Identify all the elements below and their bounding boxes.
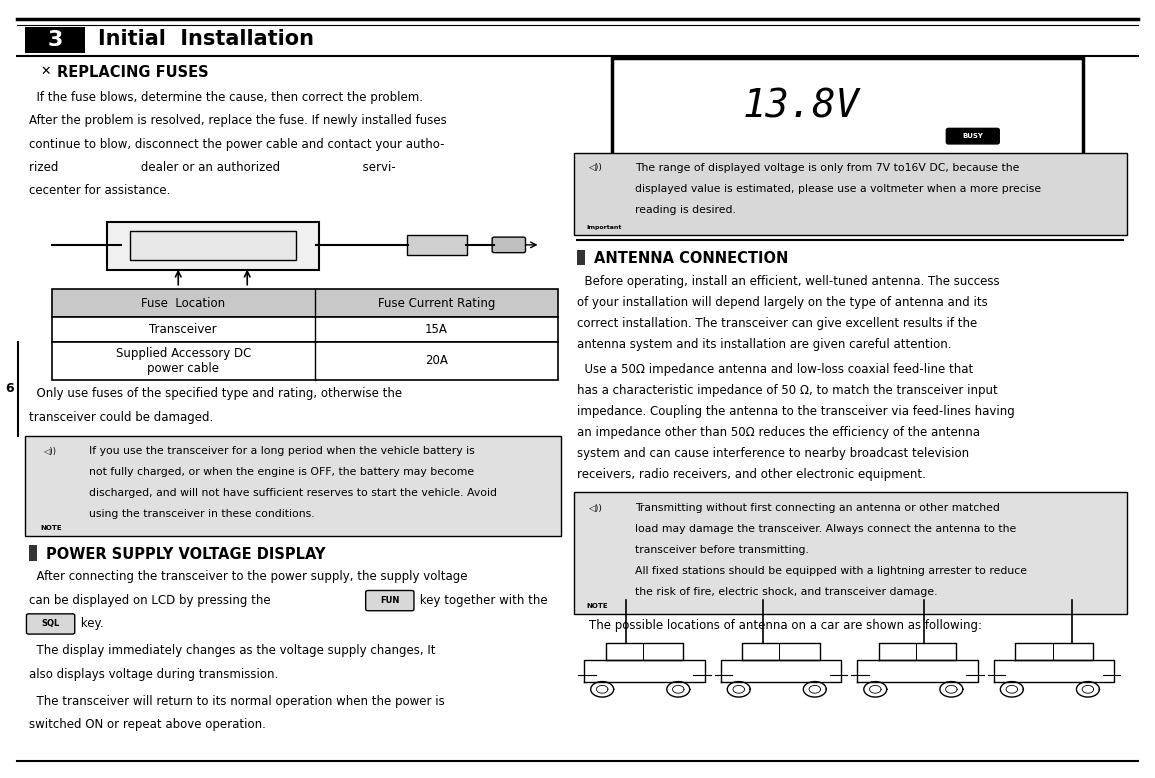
Text: Transceiver: Transceiver	[149, 323, 217, 336]
Text: The transceiver will return to its normal operation when the power is: The transceiver will return to its norma…	[29, 695, 445, 708]
Text: can be displayed on LCD by pressing the: can be displayed on LCD by pressing the	[29, 594, 274, 607]
Text: POWER SUPPLY VOLTAGE DISPLAY: POWER SUPPLY VOLTAGE DISPLAY	[46, 547, 326, 562]
Text: system and can cause interference to nearby broadcast television: system and can cause interference to nea…	[578, 447, 969, 460]
Text: NOTE: NOTE	[587, 603, 608, 609]
Text: antenna system and its installation are given careful attention.: antenna system and its installation are …	[578, 338, 952, 351]
Text: using the transceiver in these conditions.: using the transceiver in these condition…	[89, 509, 314, 519]
FancyBboxPatch shape	[25, 27, 85, 53]
Text: ◁)): ◁))	[43, 447, 55, 457]
Text: transceiver could be damaged.: transceiver could be damaged.	[29, 411, 213, 424]
FancyBboxPatch shape	[107, 222, 319, 270]
Text: switched ON or repeat above operation.: switched ON or repeat above operation.	[29, 718, 266, 731]
Text: ◁)): ◁))	[589, 504, 603, 513]
Text: also displays voltage during transmission.: also displays voltage during transmissio…	[29, 668, 278, 681]
FancyBboxPatch shape	[366, 591, 413, 611]
Text: Use a 50Ω impedance antenna and low-loss coaxial feed-line that: Use a 50Ω impedance antenna and low-loss…	[578, 363, 974, 376]
Text: an impedance other than 50Ω reduces the efficiency of the antenna: an impedance other than 50Ω reduces the …	[578, 426, 981, 439]
Text: reading is desired.: reading is desired.	[635, 205, 736, 216]
Text: 20A: 20A	[425, 355, 448, 367]
Text: 6: 6	[5, 383, 14, 395]
Text: discharged, and will not have sufficient reserves to start the vehicle. Avoid: discharged, and will not have sufficient…	[89, 488, 497, 498]
FancyBboxPatch shape	[27, 614, 75, 634]
Text: 3: 3	[47, 30, 62, 50]
Text: The range of displayed voltage is only from 7V to16V DC, because the: The range of displayed voltage is only f…	[635, 163, 1019, 173]
Text: Supplied Accessory DC
power cable: Supplied Accessory DC power cable	[116, 347, 251, 375]
Text: correct installation. The transceiver can give excellent results if the: correct installation. The transceiver ca…	[578, 317, 977, 330]
FancyBboxPatch shape	[25, 436, 561, 536]
FancyBboxPatch shape	[946, 128, 999, 144]
Text: impedance. Coupling the antenna to the transceiver via feed-lines having: impedance. Coupling the antenna to the t…	[578, 405, 1015, 418]
Text: Fuse Current Rating: Fuse Current Rating	[378, 296, 495, 310]
Text: Only use fuses of the specified type and rating, otherwise the: Only use fuses of the specified type and…	[29, 387, 402, 401]
Text: continue to blow, disconnect the power cable and contact your autho-: continue to blow, disconnect the power c…	[29, 138, 445, 151]
FancyBboxPatch shape	[578, 250, 586, 265]
FancyBboxPatch shape	[574, 153, 1127, 235]
Text: the risk of fire, electric shock, and transceiver damage.: the risk of fire, electric shock, and tr…	[635, 587, 937, 597]
FancyBboxPatch shape	[492, 237, 526, 253]
Text: SQL: SQL	[42, 619, 60, 629]
Text: key.: key.	[77, 617, 104, 630]
Text: load may damage the transceiver. Always connect the antenna to the: load may damage the transceiver. Always …	[635, 524, 1016, 534]
Text: of your installation will depend largely on the type of antenna and its: of your installation will depend largely…	[578, 296, 988, 309]
Text: After the problem is resolved, replace the fuse. If newly installed fuses: After the problem is resolved, replace t…	[29, 114, 447, 128]
FancyBboxPatch shape	[52, 289, 558, 317]
Text: transceiver before transmitting.: transceiver before transmitting.	[635, 545, 808, 555]
Text: Initial  Installation: Initial Installation	[98, 29, 314, 49]
Text: ◁)): ◁))	[589, 163, 603, 173]
Text: Before operating, install an efficient, well-tuned antenna. The success: Before operating, install an efficient, …	[578, 275, 1000, 288]
Text: The display immediately changes as the voltage supply changes, It: The display immediately changes as the v…	[29, 644, 435, 657]
Text: NOTE: NOTE	[40, 525, 62, 531]
Text: The possible locations of antenna on a car are shown as following:: The possible locations of antenna on a c…	[589, 619, 982, 633]
FancyBboxPatch shape	[131, 231, 296, 261]
Text: FUN: FUN	[380, 596, 400, 605]
Text: After connecting the transceiver to the power supply, the supply voltage: After connecting the transceiver to the …	[29, 570, 468, 584]
Text: Transmitting without first connecting an antenna or other matched: Transmitting without first connecting an…	[635, 503, 999, 513]
FancyBboxPatch shape	[29, 545, 37, 561]
Text: REPLACING FUSES: REPLACING FUSES	[58, 65, 209, 80]
Text: Fuse  Location: Fuse Location	[141, 296, 225, 310]
Text: All fixed stations should be equipped with a lightning arrester to reduce: All fixed stations should be equipped wi…	[635, 566, 1027, 576]
Text: If you use the transceiver for a long period when the vehicle battery is: If you use the transceiver for a long pe…	[89, 446, 475, 456]
Text: If the fuse blows, determine the cause, then correct the problem.: If the fuse blows, determine the cause, …	[29, 91, 423, 104]
FancyBboxPatch shape	[52, 317, 558, 342]
Text: cecenter for assistance.: cecenter for assistance.	[29, 184, 170, 198]
Text: rized                      dealer or an authorized                      servi-: rized dealer or an authorized servi-	[29, 161, 395, 174]
Text: Important: Important	[587, 226, 621, 230]
Text: ✕: ✕	[40, 65, 51, 79]
Text: BUSY: BUSY	[962, 133, 983, 139]
Text: has a characteristic impedance of 50 Ω, to match the transceiver input: has a characteristic impedance of 50 Ω, …	[578, 384, 998, 397]
FancyBboxPatch shape	[574, 492, 1127, 614]
Text: displayed value is estimated, please use a voltmeter when a more precise: displayed value is estimated, please use…	[635, 184, 1041, 194]
Text: key together with the: key together with the	[416, 594, 547, 607]
FancyBboxPatch shape	[612, 58, 1083, 156]
Text: ANTENNA CONNECTION: ANTENNA CONNECTION	[595, 251, 789, 266]
Text: receivers, radio receivers, and other electronic equipment.: receivers, radio receivers, and other el…	[578, 468, 926, 481]
Text: 13.8V: 13.8V	[743, 88, 860, 126]
FancyBboxPatch shape	[52, 342, 558, 380]
Text: 15A: 15A	[425, 323, 448, 336]
Text: not fully charged, or when the engine is OFF, the battery may become: not fully charged, or when the engine is…	[89, 467, 474, 477]
FancyBboxPatch shape	[407, 235, 467, 255]
